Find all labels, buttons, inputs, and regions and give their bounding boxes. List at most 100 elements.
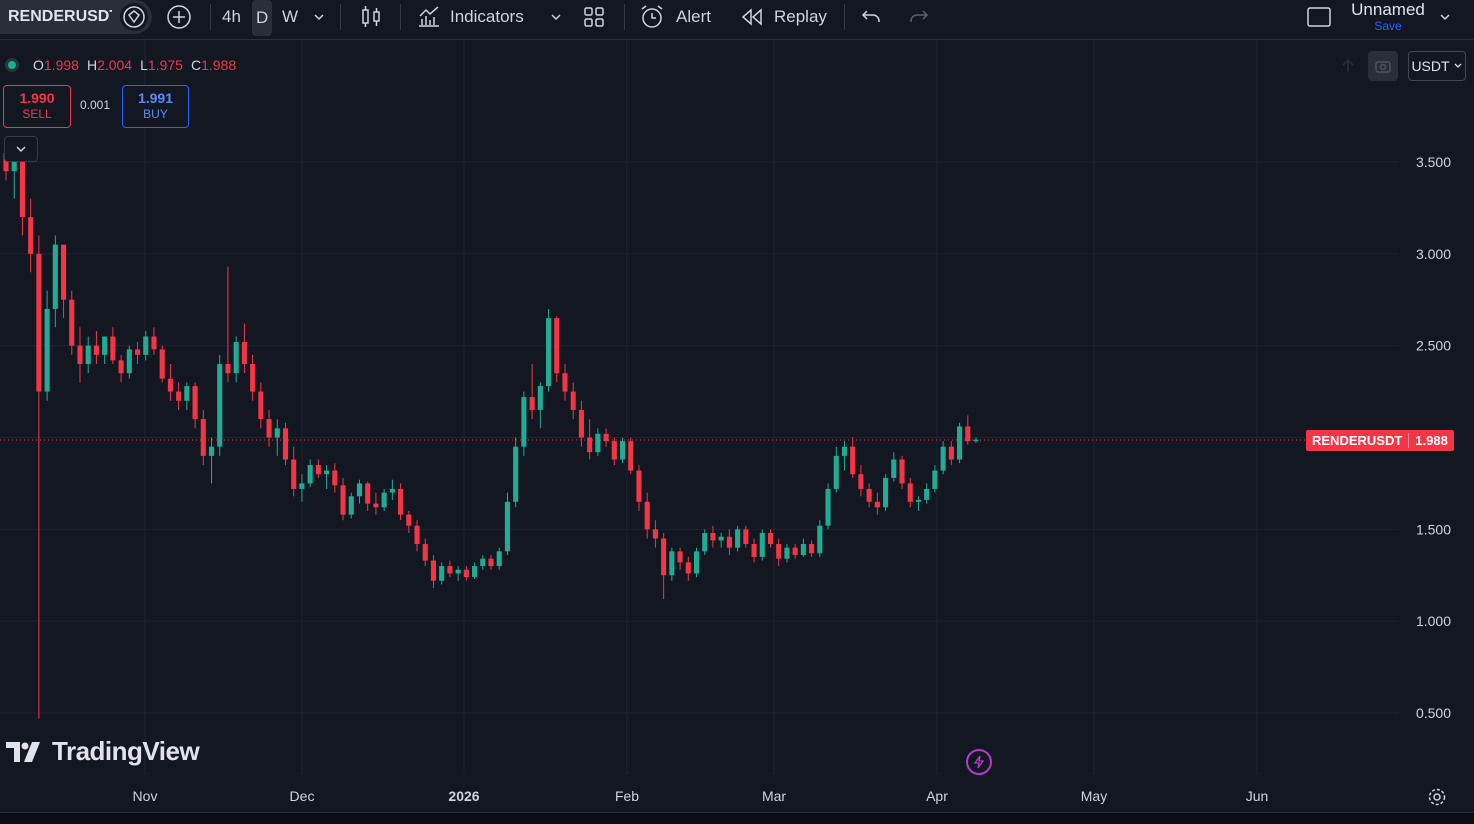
alarm-clock-icon	[641, 5, 663, 28]
candle-body	[751, 544, 757, 557]
sell-price: 1.990	[19, 90, 55, 106]
symbol-search-button[interactable]: RENDERUSDT	[0, 0, 152, 34]
candle	[718, 533, 724, 548]
candle	[233, 336, 239, 383]
candle-body	[965, 426, 971, 442]
lightning-bolt-icon[interactable]	[966, 749, 992, 775]
candle-body	[554, 318, 560, 374]
candle	[595, 428, 601, 456]
timeframe-d[interactable]: D	[252, 0, 273, 36]
screenshot-camera-icon[interactable]	[1368, 51, 1398, 81]
layout-name-button[interactable]: Unnamed Save	[1350, 1, 1426, 34]
candle-body	[463, 569, 469, 578]
candle	[143, 330, 149, 361]
timeframe-menu-chevron-down-icon[interactable]	[312, 0, 326, 34]
ohlc-low-value: 1.975	[147, 57, 183, 73]
indicators-menu-chevron-down-icon[interactable]	[549, 0, 563, 34]
tradingview-watermark[interactable]: TradingView	[6, 736, 200, 767]
candle-body	[324, 470, 330, 475]
candle-body	[488, 558, 494, 567]
candle-body	[307, 465, 313, 484]
candle	[439, 562, 445, 585]
currency-label: USDT	[1411, 58, 1450, 74]
layout-checkbox-icon[interactable]	[1306, 0, 1332, 34]
ohlc-close-value: 1.988	[201, 57, 237, 73]
scroll-up-arrow-icon[interactable]	[1336, 54, 1360, 83]
candle-body	[184, 386, 190, 401]
replay-button[interactable]: Replay	[740, 0, 827, 34]
candle	[258, 382, 264, 429]
time-tick-label: Nov	[133, 788, 158, 804]
candle-body	[899, 459, 905, 484]
candle	[792, 544, 798, 559]
candle	[406, 510, 412, 534]
candle	[636, 465, 642, 511]
timeframe-4h[interactable]: 4h	[222, 7, 241, 26]
candle	[356, 479, 363, 504]
candle-body	[685, 562, 691, 574]
candle	[611, 437, 617, 466]
layout-menu-chevron-down-icon[interactable]	[1438, 0, 1452, 34]
redo-icon[interactable]	[908, 0, 930, 34]
buy-price: 1.991	[137, 90, 174, 106]
alert-button[interactable]: Alert	[638, 0, 711, 34]
candle	[315, 459, 321, 478]
layouts-grid-icon[interactable]	[582, 0, 606, 34]
chart-grid	[0, 40, 1400, 775]
candle-body	[200, 419, 206, 456]
last-price-value: 1.988	[1415, 433, 1448, 448]
compare-add-icon[interactable]	[166, 0, 192, 34]
candle-body	[167, 378, 173, 392]
candle	[159, 345, 165, 383]
candle-body	[430, 560, 437, 581]
sell-button[interactable]: 1.990 SELL	[3, 85, 71, 128]
save-label[interactable]: Save	[1374, 19, 1402, 33]
candle-body	[143, 336, 149, 355]
indicators-button[interactable]: Indicators	[416, 0, 524, 34]
candle-body	[151, 336, 157, 350]
candle-body	[661, 538, 667, 576]
candle	[225, 266, 231, 383]
market-status-icon[interactable]	[5, 58, 19, 72]
candle	[52, 235, 58, 328]
candle	[685, 556, 691, 581]
candle-body	[948, 446, 954, 460]
candle	[965, 415, 971, 445]
candle-body	[192, 386, 198, 420]
undo-icon[interactable]	[860, 0, 882, 34]
candle	[19, 152, 25, 236]
buy-button[interactable]: 1.991 BUY	[122, 85, 189, 128]
candle-body	[480, 558, 486, 567]
time-tick-label: Jun	[1246, 788, 1269, 804]
candle-body	[69, 299, 75, 346]
candle	[348, 492, 354, 519]
collapse-legend-chevron-down-icon[interactable]	[4, 136, 38, 162]
candle-body	[126, 349, 132, 374]
price-tick-label: 0.500	[1416, 705, 1451, 721]
candle-body	[414, 525, 420, 545]
candle-body	[356, 483, 363, 497]
time-tick-label: Mar	[762, 788, 786, 804]
candle	[44, 290, 50, 401]
chart-settings-gear-icon[interactable]	[1426, 786, 1448, 813]
ohlc-close-key: C	[190, 57, 202, 73]
candle-body	[439, 566, 445, 581]
ohlc-open-value: 1.998	[43, 57, 79, 73]
currency-chevron-down-icon	[1454, 63, 1462, 68]
candle-body	[176, 391, 182, 401]
candles-chart-type-icon[interactable]	[360, 0, 382, 34]
candle-body	[628, 441, 634, 471]
candle-body	[291, 459, 297, 489]
timeframe-w[interactable]: W	[282, 7, 299, 26]
candle-body	[784, 547, 790, 559]
symbol-label: RENDERUSDT	[8, 8, 112, 25]
symbol-logo-icon[interactable]	[120, 3, 148, 31]
price-tick-label: 2.500	[1416, 338, 1451, 354]
candle-body	[406, 514, 412, 526]
candle	[907, 477, 913, 508]
currency-select[interactable]: USDT	[1408, 51, 1466, 81]
candle	[167, 364, 173, 401]
candles-group	[3, 139, 979, 719]
